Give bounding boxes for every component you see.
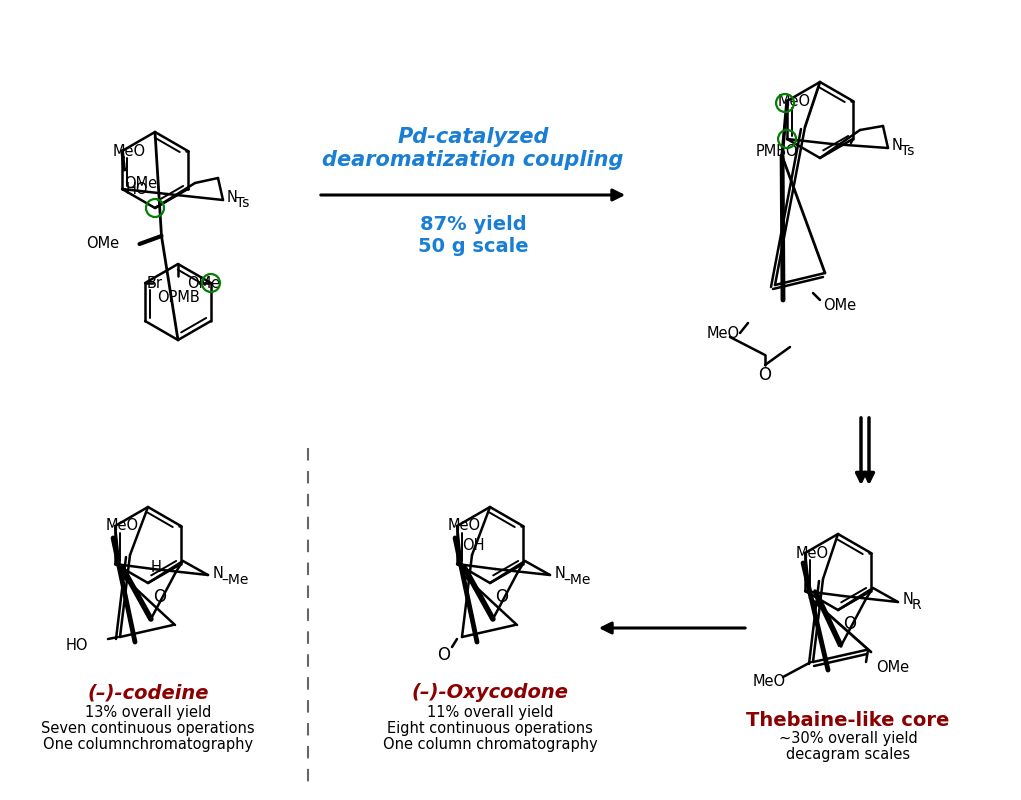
Text: (–)-codeine: (–)-codeine (87, 683, 208, 702)
Text: N: N (555, 566, 566, 581)
Text: H: H (150, 559, 161, 574)
Text: MeO: MeO (707, 326, 740, 341)
Text: N: N (213, 566, 224, 581)
Text: OMe: OMe (125, 175, 157, 190)
Text: N: N (227, 190, 238, 206)
Text: R: R (912, 598, 922, 612)
Text: 11% overall yield: 11% overall yield (427, 705, 553, 719)
Text: O: O (153, 588, 166, 606)
Text: MeO: MeO (778, 94, 811, 109)
Text: O: O (495, 588, 508, 606)
Text: –Me: –Me (221, 573, 248, 587)
Text: Ts: Ts (901, 144, 915, 158)
Text: OMe: OMe (87, 237, 119, 251)
Text: decagram scales: decagram scales (786, 747, 910, 762)
Text: One column chromatography: One column chromatography (383, 737, 597, 751)
Text: O: O (438, 646, 450, 664)
Text: Ts: Ts (236, 196, 249, 210)
Text: OPMB: OPMB (156, 290, 199, 305)
Text: OMe: OMe (876, 659, 909, 674)
Text: OMe: OMe (187, 275, 221, 290)
Text: 50 g scale: 50 g scale (418, 238, 528, 257)
Text: One columnchromatography: One columnchromatography (43, 737, 253, 751)
Text: PMBO: PMBO (756, 143, 797, 158)
Text: MeO: MeO (112, 143, 146, 158)
Text: O: O (759, 366, 772, 384)
Text: HO: HO (65, 638, 88, 653)
Text: Br: Br (147, 275, 163, 290)
Text: MeO: MeO (106, 518, 139, 534)
Text: Eight continuous operations: Eight continuous operations (387, 721, 593, 735)
Text: (–)-Oxycodone: (–)-Oxycodone (411, 683, 569, 702)
Text: OH: OH (463, 538, 485, 554)
Text: dearomatization coupling: dearomatization coupling (323, 150, 624, 170)
Text: Seven continuous operations: Seven continuous operations (41, 721, 255, 735)
Text: MeO: MeO (448, 518, 481, 534)
Text: OMe: OMe (823, 298, 857, 313)
Text: 13% overall yield: 13% overall yield (85, 705, 211, 719)
Text: –Me: –Me (563, 573, 590, 587)
Text: O: O (843, 615, 857, 633)
Text: Thebaine-like core: Thebaine-like core (746, 710, 950, 730)
Text: MeO: MeO (753, 674, 786, 690)
Text: Pd-catalyzed: Pd-catalyzed (397, 127, 548, 147)
Text: MeO: MeO (795, 546, 829, 561)
Text: N: N (892, 138, 903, 154)
Text: 87% yield: 87% yield (420, 215, 526, 234)
Text: N: N (903, 593, 914, 607)
Text: HO: HO (126, 182, 148, 197)
Text: ~30% overall yield: ~30% overall yield (779, 731, 918, 746)
